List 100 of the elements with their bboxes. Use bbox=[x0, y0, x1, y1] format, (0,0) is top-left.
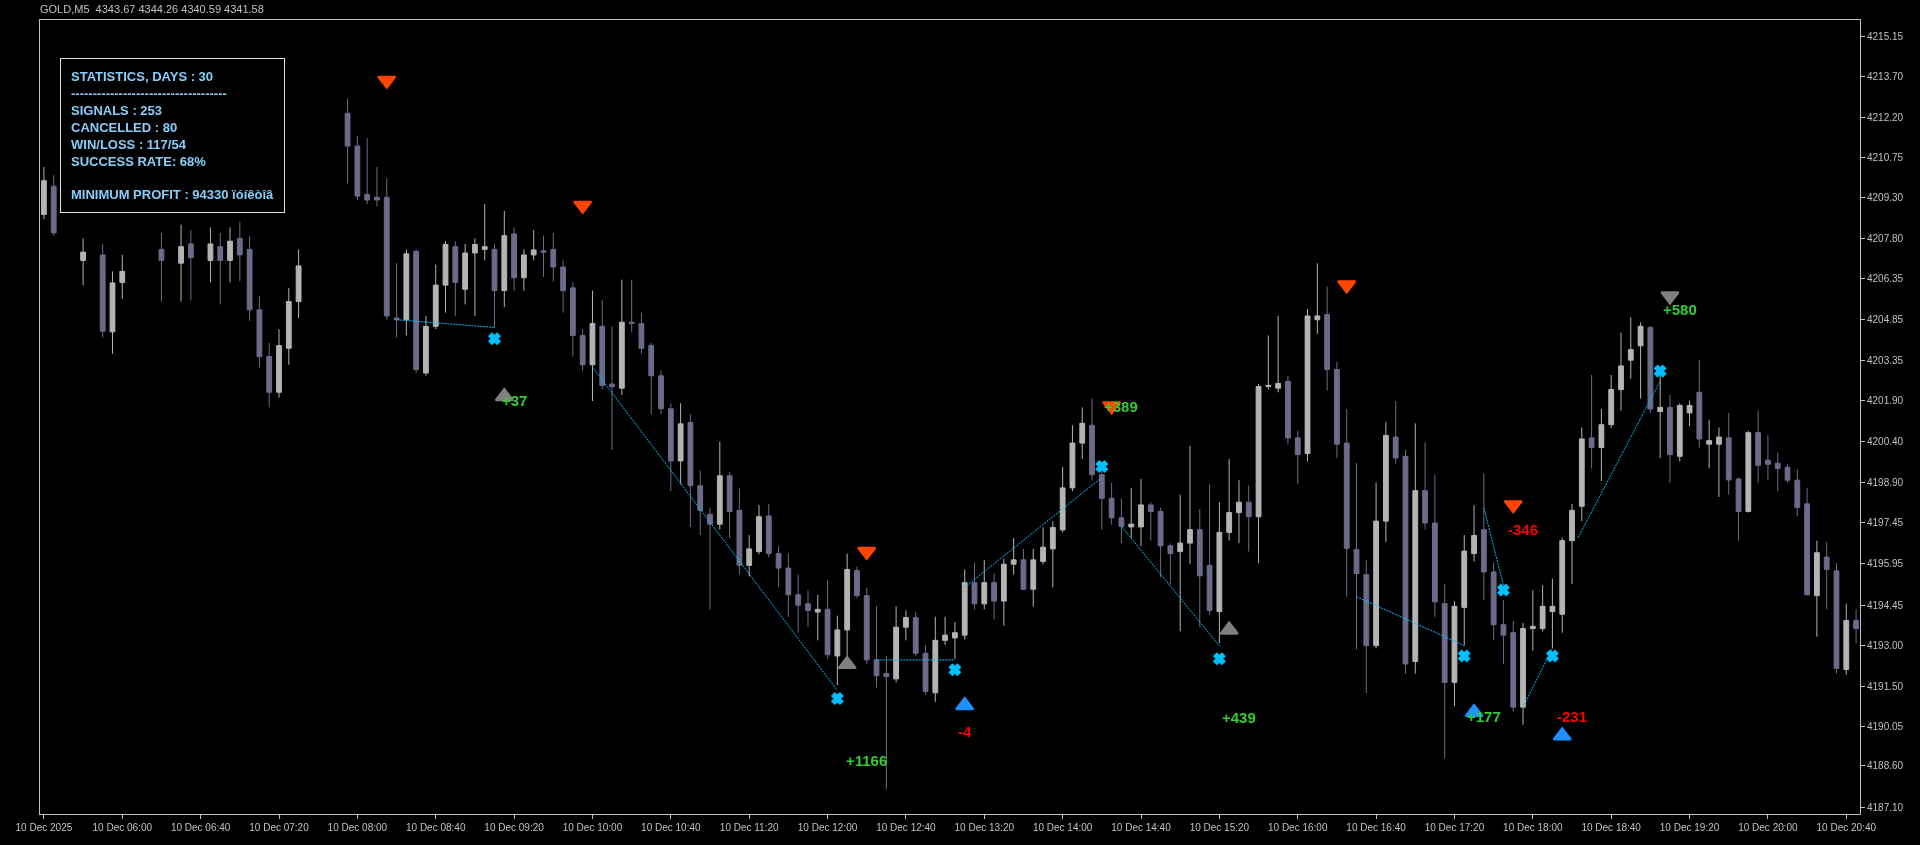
candlestick bbox=[511, 226, 517, 292]
y-tick-label: 4204.85 bbox=[1867, 313, 1904, 325]
candlestick bbox=[824, 579, 831, 660]
candlestick bbox=[746, 534, 753, 577]
candlestick bbox=[560, 259, 566, 314]
y-tick-label: 4195.95 bbox=[1867, 558, 1904, 570]
candlestick bbox=[236, 221, 243, 282]
candlestick bbox=[1706, 419, 1713, 469]
point bbox=[1458, 649, 1471, 663]
candlestick bbox=[1774, 452, 1781, 492]
candlestick bbox=[1510, 620, 1517, 713]
candlestick bbox=[707, 507, 713, 610]
candlestick bbox=[1236, 479, 1242, 544]
candlestick bbox=[266, 342, 273, 408]
x-tick-label: 10 Dec 18:40 bbox=[1581, 822, 1642, 833]
candlestick bbox=[1451, 600, 1458, 707]
candlestick bbox=[256, 295, 263, 369]
candlestick bbox=[1608, 374, 1615, 429]
candlestick bbox=[1255, 383, 1262, 564]
candlestick bbox=[1294, 430, 1301, 485]
y-tick-label: 4203.35 bbox=[1867, 355, 1904, 367]
candlestick bbox=[1304, 308, 1311, 463]
candlestick bbox=[1618, 332, 1624, 412]
candlestick bbox=[1040, 526, 1046, 565]
annotation: +439 bbox=[1222, 709, 1256, 726]
x-tick-label: 10 Dec 07:20 bbox=[249, 822, 310, 833]
candlestick bbox=[187, 229, 194, 301]
x-tick-label: 10 Dec 15:20 bbox=[1189, 822, 1250, 833]
candlestick bbox=[1735, 476, 1742, 542]
candlestick bbox=[942, 616, 948, 646]
candlestick bbox=[765, 503, 772, 558]
y-tick-label: 4191.50 bbox=[1867, 680, 1904, 692]
candlestick bbox=[1128, 487, 1135, 539]
candlestick bbox=[697, 470, 704, 536]
candlestick bbox=[1157, 507, 1164, 578]
candlestick bbox=[1069, 424, 1076, 492]
point bbox=[1654, 365, 1667, 378]
candlestick bbox=[1343, 408, 1350, 598]
candlestick bbox=[403, 248, 410, 336]
candlestick bbox=[1578, 426, 1585, 522]
candlestick bbox=[1324, 286, 1331, 392]
x-tick-label: 10 Dec 08:00 bbox=[327, 822, 388, 833]
point bbox=[573, 200, 593, 214]
candlestick bbox=[579, 328, 586, 371]
point bbox=[1503, 500, 1523, 514]
candlestick bbox=[1843, 603, 1850, 676]
annotation: CANCELLED : 80 bbox=[71, 119, 178, 135]
point bbox=[948, 663, 961, 676]
candlestick bbox=[1059, 466, 1066, 533]
candlestick bbox=[1089, 398, 1095, 481]
point bbox=[1552, 727, 1572, 741]
candlestick bbox=[1412, 422, 1419, 675]
candlestick bbox=[1167, 542, 1174, 586]
candlestick bbox=[1853, 608, 1859, 644]
x-tick-label: 10 Dec 20:40 bbox=[1816, 822, 1877, 833]
candlestick bbox=[609, 325, 615, 451]
candlestick bbox=[1373, 482, 1379, 649]
annotation: WIN/LOSS : 117/54 bbox=[71, 136, 187, 152]
candlestick bbox=[991, 573, 997, 620]
annotation: +580 bbox=[1663, 301, 1697, 318]
candlestick bbox=[1275, 315, 1282, 393]
candlestick bbox=[648, 342, 655, 415]
x-tick-label: 10 Dec 11:20 bbox=[719, 822, 779, 833]
candlestick bbox=[795, 574, 802, 634]
candlestick bbox=[912, 611, 919, 657]
candlestick bbox=[1755, 410, 1762, 484]
candlestick bbox=[1392, 400, 1399, 465]
candlestick bbox=[383, 177, 390, 321]
candlestick bbox=[207, 226, 214, 283]
annotation: +177 bbox=[1467, 708, 1501, 725]
candlestick bbox=[432, 264, 439, 330]
candlestick bbox=[687, 413, 694, 528]
candlestick bbox=[1647, 325, 1654, 414]
chart-title: GOLD,M5 4343.67 4344.26 4340.59 4341.58 bbox=[40, 2, 264, 15]
candlestick bbox=[1676, 402, 1683, 463]
candlestick bbox=[716, 441, 723, 531]
candlestick bbox=[550, 232, 557, 282]
candlestick bbox=[1226, 458, 1233, 542]
candlestick bbox=[1079, 406, 1086, 460]
candlestick bbox=[1823, 541, 1830, 610]
candlestick bbox=[119, 254, 126, 300]
annotation: +37 bbox=[502, 392, 528, 409]
candlestick bbox=[1569, 503, 1575, 585]
candlestick bbox=[1686, 400, 1693, 427]
candlestick bbox=[501, 210, 508, 308]
candlestick bbox=[863, 587, 870, 665]
candlestick bbox=[952, 621, 958, 660]
candlestick bbox=[599, 299, 606, 391]
candlestick bbox=[1030, 548, 1037, 608]
candlestick bbox=[805, 589, 811, 628]
candlestick bbox=[217, 232, 224, 305]
candlestick bbox=[1765, 434, 1771, 481]
candlestick bbox=[1716, 426, 1722, 498]
point bbox=[377, 75, 397, 89]
candlestick bbox=[1804, 487, 1810, 597]
candlestick bbox=[1461, 534, 1468, 647]
candlestick bbox=[589, 290, 596, 402]
candlestick bbox=[1441, 583, 1448, 760]
candlestick bbox=[1539, 584, 1546, 633]
annotation: -231 bbox=[1557, 708, 1588, 725]
